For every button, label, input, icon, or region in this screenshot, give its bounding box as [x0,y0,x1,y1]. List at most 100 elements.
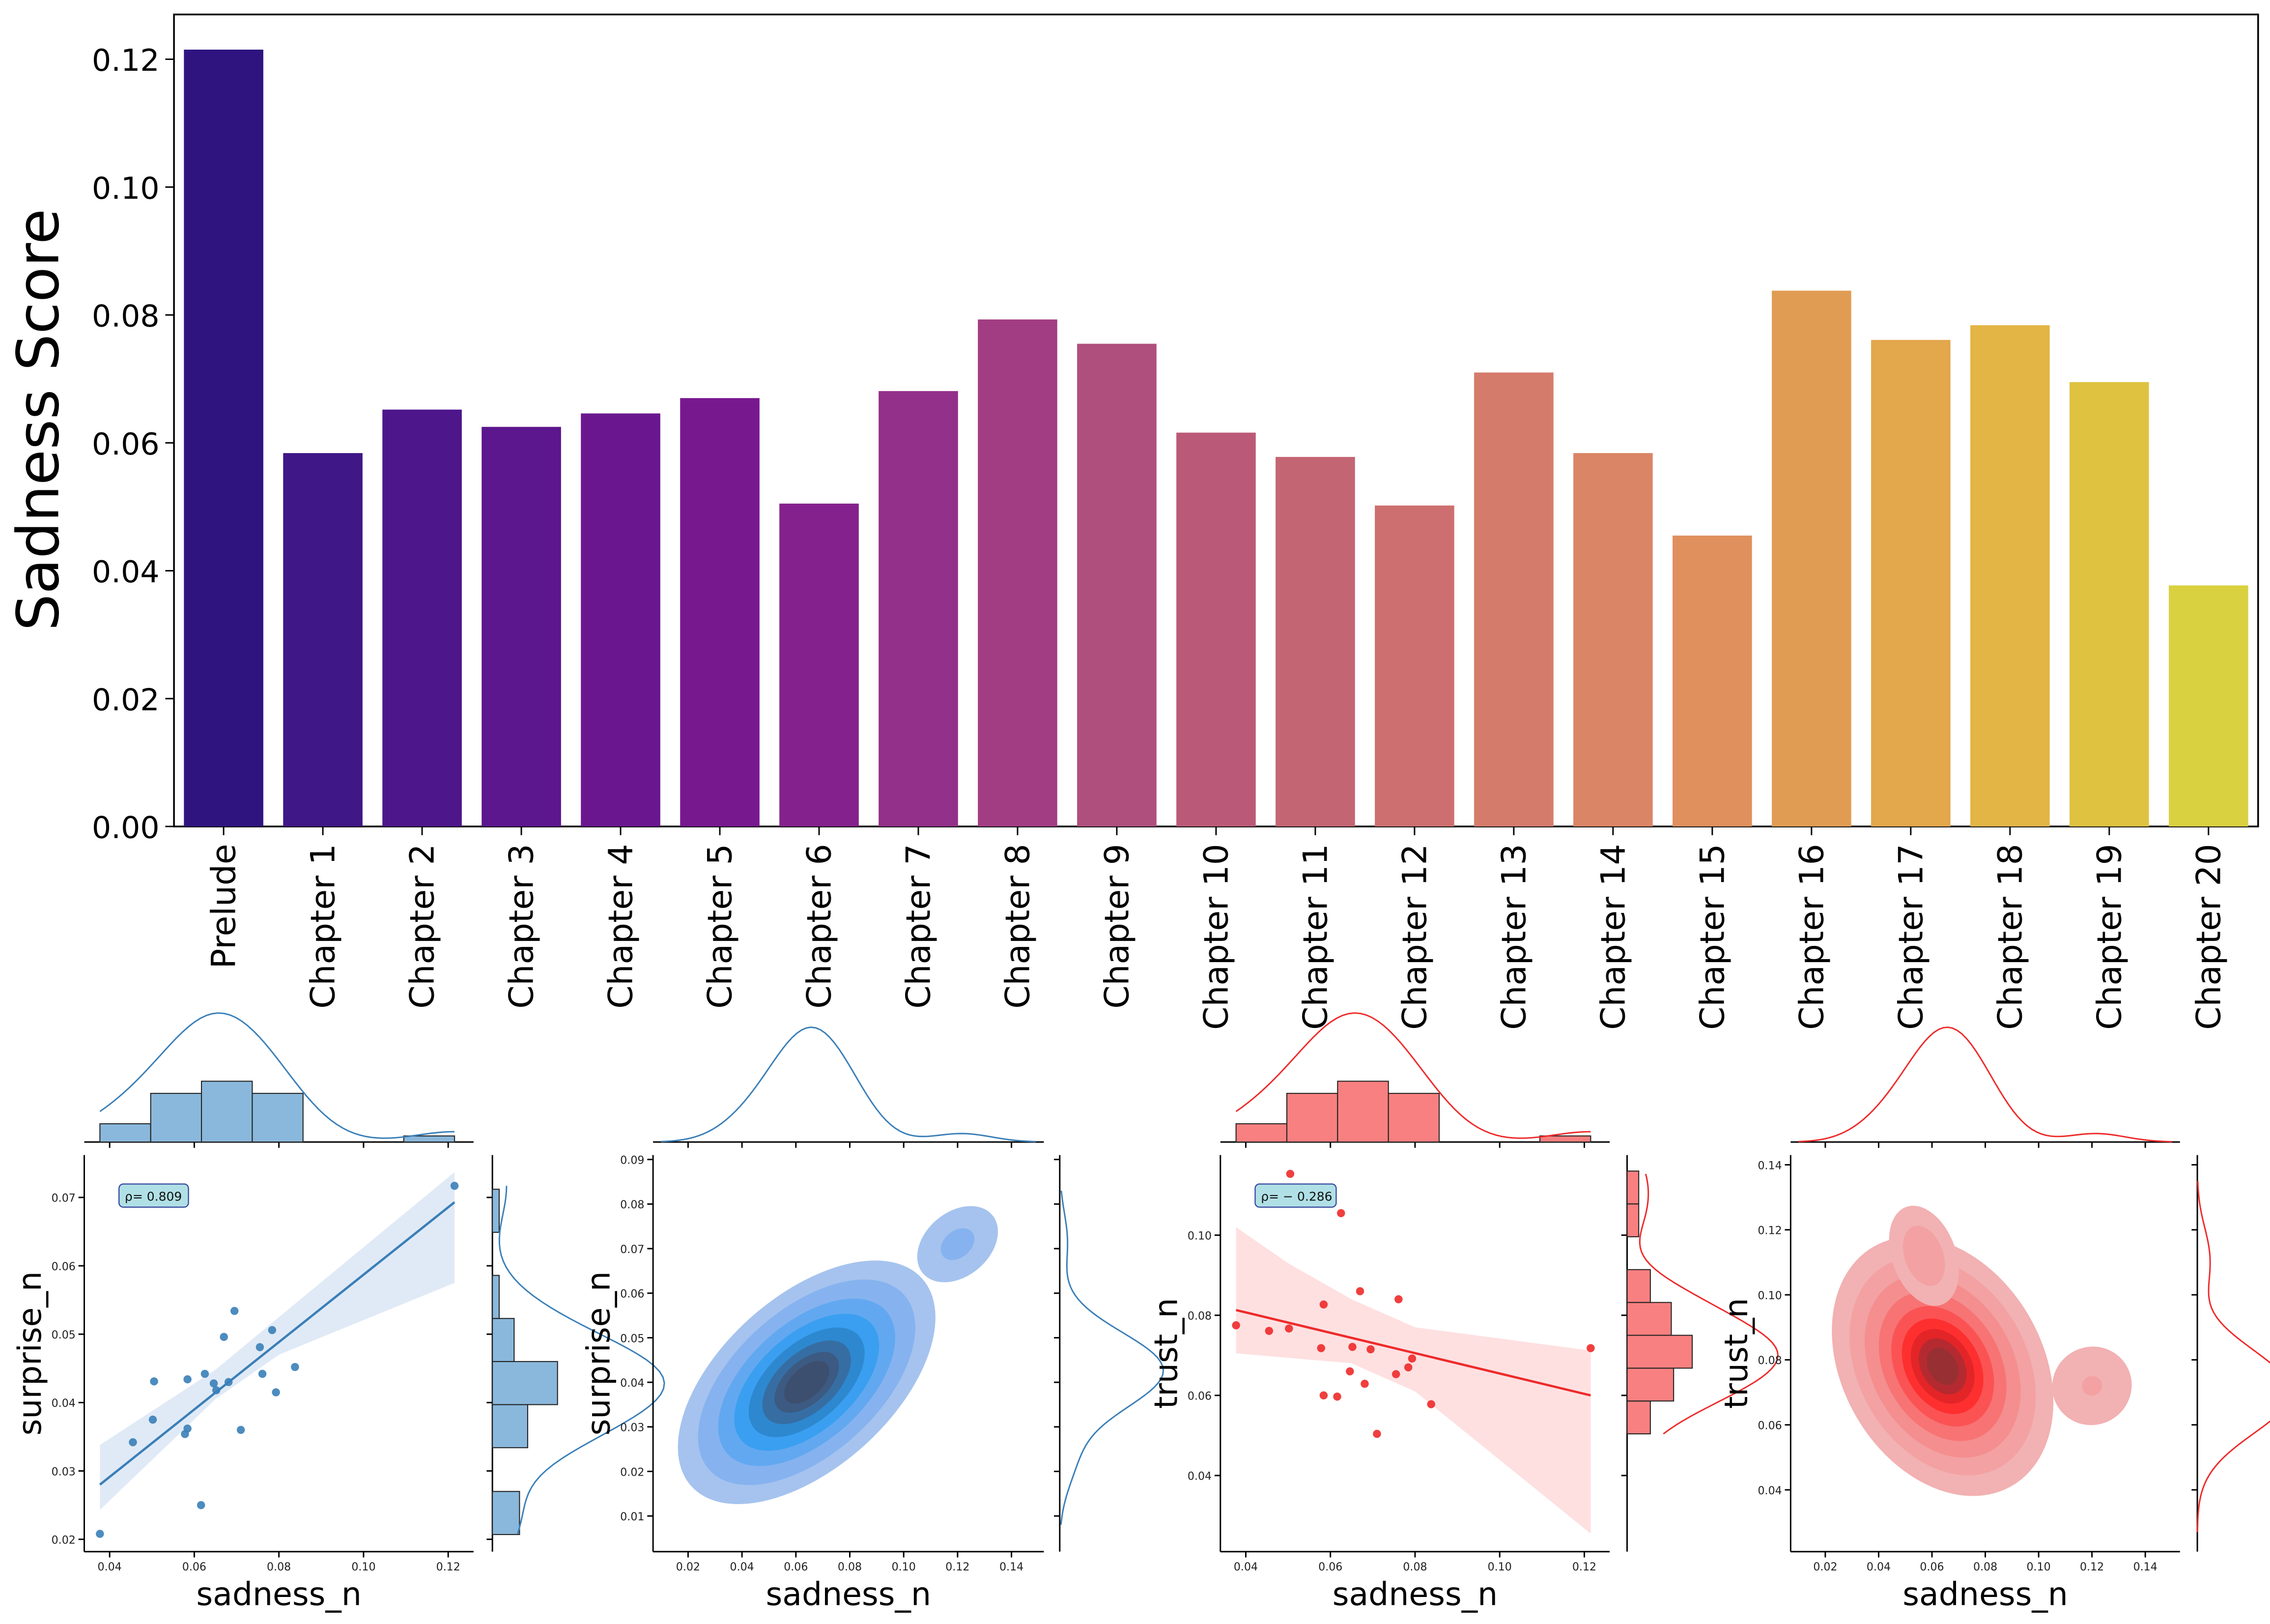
data-point [96,1530,104,1538]
y-tick-label: 0.10 [1758,1289,1782,1302]
bar [1474,372,1554,826]
x-axis-label: sadness_n [1902,1576,2068,1613]
data-point [1394,1295,1403,1304]
x-tick-label: Chapter 11 [1296,844,1335,1030]
data-point [230,1307,239,1315]
data-point [258,1369,267,1378]
x-tick-label: 0.02 [676,1561,700,1573]
x-tick-label: Chapter 9 [1098,844,1136,1008]
data-point [255,1343,264,1351]
kde-contour-level [940,1228,975,1260]
x-axis-label: sadness_n [766,1576,932,1613]
data-point [1319,1391,1328,1400]
data-point [1408,1354,1417,1363]
x-tick-label: Chapter 12 [1395,844,1434,1030]
y-tick-label: 0.00 [92,810,160,846]
bar [482,427,561,826]
data-point [1319,1300,1328,1309]
x-tick-label: 0.02 [1813,1561,1837,1573]
regression-line [1236,1309,1591,1397]
y-tick-label: 0.06 [620,1288,644,1301]
x-tick-label: 0.06 [784,1561,808,1573]
right-histogram-bar [492,1361,558,1405]
data-point [148,1415,157,1424]
y-tick-label: 0.07 [52,1192,76,1205]
y-axis-label: trust_n [1718,1298,1755,1409]
right-histogram-bar [1626,1368,1674,1402]
confidence-band [1236,1227,1591,1534]
x-axis-label: sadness_n [1333,1576,1498,1613]
regression-line [99,1201,455,1486]
x-tick-label: Chapter 8 [998,844,1037,1008]
x-tick-label: 0.12 [1572,1561,1596,1573]
data-point [1366,1345,1375,1354]
data-point [220,1333,228,1341]
x-tick-label: 0.10 [2027,1561,2051,1573]
x-tick-label: 0.08 [1973,1561,1997,1573]
right-kde-curve [498,1186,665,1534]
top-histogram-bar [252,1093,304,1143]
y-tick-label: 0.04 [1188,1470,1212,1483]
x-tick-label: Chapter 6 [800,844,839,1008]
y-tick-label: 0.06 [52,1260,76,1273]
data-point [183,1375,192,1384]
top-kde-curve [661,1026,1036,1142]
x-tick-label: Chapter 13 [1494,844,1533,1030]
y-axis-label: surprise_n [12,1271,49,1435]
top-histogram-bar [1235,1123,1288,1143]
top-histogram-bar [1286,1093,1338,1143]
y-tick-label: 0.06 [1188,1390,1212,1403]
y-tick-label: 0.04 [1758,1484,1782,1497]
data-point [1391,1370,1400,1378]
data-point [1348,1342,1357,1351]
bar [2169,585,2248,826]
x-tick-label: 0.04 [1234,1561,1258,1573]
bar [978,319,1057,826]
x-tick-label: 0.06 [1318,1561,1342,1573]
y-tick-label: 0.08 [1188,1310,1212,1323]
top-histogram-bar [1337,1081,1389,1143]
bar-x-ticks: Prelude Chapter 1 Chapter 2 Chapter 3 Chapte… [204,826,2228,1030]
bar [283,453,363,826]
data-point [129,1438,137,1447]
data-point [1232,1321,1240,1330]
right-histogram-bar [1626,1335,1693,1369]
y-tick-label: 0.03 [620,1422,644,1434]
x-tick-label: Chapter 5 [701,844,739,1008]
kde-contour-level [1903,1225,1945,1286]
top-kde-curve [1235,1012,1591,1139]
right-kde-curve [1639,1173,1779,1435]
data-point [1373,1429,1381,1438]
bar [1276,456,1355,826]
trust-kde-panel: 0.02 0.04 0.06 0.08 0.10 0.12 0.14 0.04 0.06 0.08… [1718,1026,2270,1613]
bar [382,409,462,826]
top-histogram-bar [1388,1093,1440,1143]
bar-y-ticks: 0.00 0.02 0.04 0.06 0.08 0.10 0.12 [92,43,174,846]
bar [1772,290,1851,826]
y-tick-label: 0.05 [52,1329,76,1341]
x-tick-label: Chapter 2 [403,844,442,1008]
data-point [1404,1363,1413,1371]
x-tick-label: 0.06 [182,1561,206,1573]
y-tick-label: 0.07 [620,1243,644,1256]
data-point [291,1363,299,1371]
y-tick-label: 0.12 [92,43,160,78]
kde-contour-level [1927,1347,1959,1385]
y-tick-label: 0.04 [92,554,160,590]
x-tick-label: 0.14 [999,1561,1023,1573]
x-axis-label: sadness_n [196,1576,362,1613]
right-histogram-bar [1626,1170,1640,1205]
y-tick-label: 0.04 [620,1377,644,1390]
data-point [1337,1209,1345,1218]
x-tick-label: 0.10 [351,1561,375,1573]
correlation-label: ρ= − 0.286 [1261,1189,1332,1203]
bar [680,398,760,826]
data-point [1265,1327,1274,1335]
surprise-regression-panel: 0.04 0.06 0.08 0.10 0.12 0.02 0.03 0.04 0.05 0.06… [12,1012,665,1613]
y-tick-label: 0.14 [1758,1159,1782,1172]
top-histogram-bar [99,1123,151,1143]
x-tick-label: Chapter 17 [1891,844,1930,1030]
x-tick-label: 0.06 [1920,1561,1944,1573]
x-tick-label: Chapter 10 [1197,844,1236,1030]
x-tick-label: 0.12 [436,1561,460,1573]
